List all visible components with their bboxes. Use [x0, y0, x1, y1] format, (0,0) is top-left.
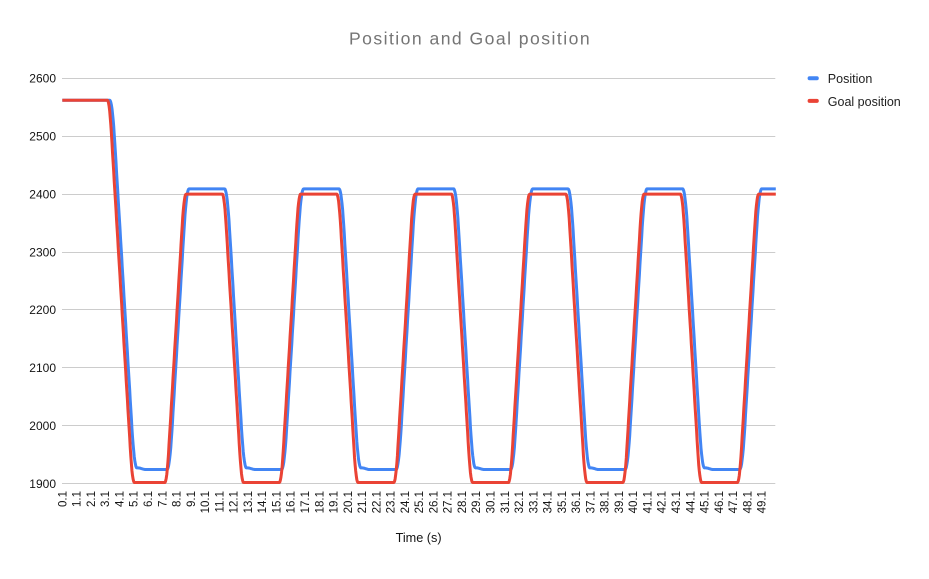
svg-text:2.1: 2.1	[86, 491, 98, 507]
svg-text:24.1: 24.1	[400, 491, 412, 513]
svg-text:8.1: 8.1	[172, 491, 184, 507]
svg-text:15.1: 15.1	[271, 491, 283, 513]
svg-text:28.1: 28.1	[457, 491, 469, 513]
svg-text:13.1: 13.1	[243, 491, 255, 513]
svg-text:19.1: 19.1	[329, 491, 341, 513]
svg-text:36.1: 36.1	[571, 491, 583, 513]
svg-text:27.1: 27.1	[443, 491, 455, 513]
svg-text:2500: 2500	[29, 129, 56, 143]
svg-text:48.1: 48.1	[742, 491, 754, 513]
svg-text:32.1: 32.1	[514, 491, 526, 513]
svg-text:18.1: 18.1	[314, 491, 326, 513]
svg-text:7.1: 7.1	[157, 491, 169, 507]
svg-text:40.1: 40.1	[628, 491, 640, 513]
svg-text:41.1: 41.1	[643, 491, 655, 513]
svg-text:11.1: 11.1	[214, 491, 226, 513]
svg-text:23.1: 23.1	[386, 491, 398, 513]
svg-text:35.1: 35.1	[557, 491, 569, 513]
svg-text:Time (s): Time (s)	[396, 531, 442, 545]
svg-text:14.1: 14.1	[257, 491, 269, 513]
svg-text:4.1: 4.1	[115, 491, 127, 507]
svg-text:45.1: 45.1	[700, 491, 712, 513]
svg-text:17.1: 17.1	[300, 491, 312, 513]
svg-text:44.1: 44.1	[685, 491, 697, 513]
svg-text:5.1: 5.1	[129, 491, 141, 507]
svg-text:20.1: 20.1	[343, 491, 355, 513]
svg-text:49.1: 49.1	[757, 491, 769, 513]
svg-text:47.1: 47.1	[728, 491, 740, 513]
svg-text:34.1: 34.1	[543, 491, 555, 513]
svg-text:2200: 2200	[29, 303, 56, 317]
svg-text:16.1: 16.1	[286, 491, 298, 513]
svg-text:2300: 2300	[29, 245, 56, 259]
svg-text:22.1: 22.1	[371, 491, 383, 513]
svg-text:43.1: 43.1	[671, 491, 683, 513]
svg-text:37.1: 37.1	[585, 491, 597, 513]
svg-text:6.1: 6.1	[143, 491, 155, 507]
svg-text:0.1: 0.1	[57, 491, 69, 507]
svg-text:29.1: 29.1	[471, 491, 483, 513]
svg-text:3.1: 3.1	[100, 491, 112, 507]
svg-text:12.1: 12.1	[229, 491, 241, 513]
svg-text:2000: 2000	[29, 419, 56, 433]
svg-text:1.1: 1.1	[72, 491, 84, 507]
svg-text:42.1: 42.1	[657, 491, 669, 513]
svg-text:10.1: 10.1	[200, 491, 212, 513]
svg-text:31.1: 31.1	[500, 491, 512, 513]
svg-text:Position: Position	[828, 72, 873, 86]
svg-text:38.1: 38.1	[600, 491, 612, 513]
svg-text:9.1: 9.1	[186, 491, 198, 507]
svg-text:2400: 2400	[29, 187, 56, 201]
svg-text:2100: 2100	[29, 361, 56, 375]
svg-text:1900: 1900	[29, 477, 56, 491]
svg-text:39.1: 39.1	[614, 491, 626, 513]
svg-text:30.1: 30.1	[486, 491, 498, 513]
svg-text:25.1: 25.1	[414, 491, 426, 513]
svg-text:Goal position: Goal position	[828, 95, 901, 109]
svg-text:2600: 2600	[29, 72, 56, 86]
svg-text:Position and Goal position: Position and Goal position	[349, 28, 591, 48]
svg-text:26.1: 26.1	[428, 491, 440, 513]
svg-text:21.1: 21.1	[357, 491, 369, 513]
svg-text:46.1: 46.1	[714, 491, 726, 513]
svg-text:33.1: 33.1	[528, 491, 540, 513]
